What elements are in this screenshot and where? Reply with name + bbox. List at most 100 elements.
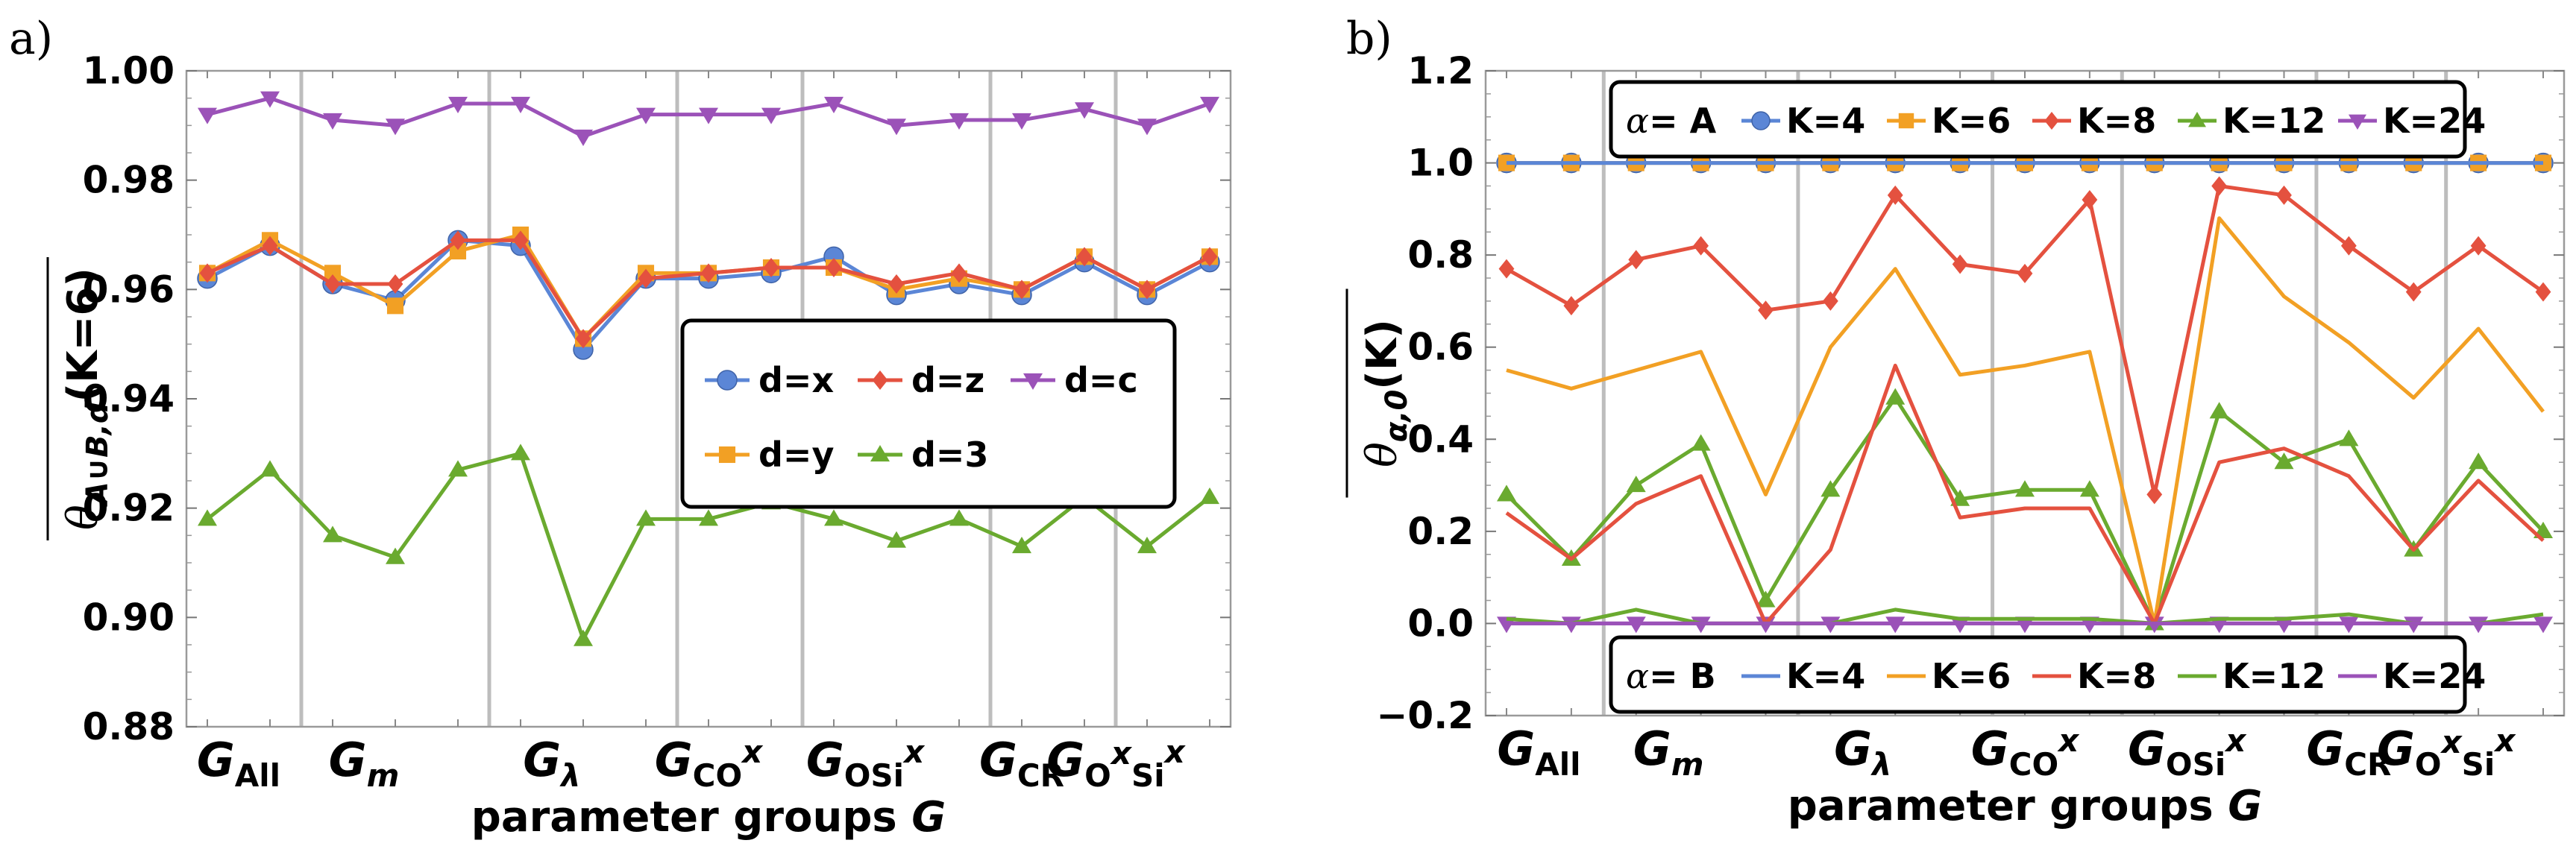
data-point — [1139, 280, 1155, 300]
y-axis-title: θα,0(K) — [1358, 319, 1414, 467]
data-point — [887, 119, 906, 136]
legend-entry-label: d=3 — [911, 435, 988, 475]
data-point — [887, 531, 906, 548]
data-point — [260, 460, 280, 477]
y-tick-label: 0.92 — [83, 487, 175, 530]
data-point — [1758, 300, 1774, 321]
legend-entry-label: d=x — [758, 360, 834, 400]
data-point — [2079, 480, 2099, 497]
data-point — [448, 96, 468, 113]
legend-entry-label: K=8 — [2077, 101, 2156, 141]
y-axis-title-theta: θ — [59, 505, 107, 530]
data-point — [448, 460, 468, 477]
x-axis-title: parameter groups G — [471, 793, 946, 842]
data-point — [2274, 452, 2294, 470]
x-group-label-sub: Si — [1131, 757, 1165, 794]
data-point — [262, 236, 278, 256]
y-tick-label: 1.00 — [83, 49, 175, 92]
x-group-label-sup: x — [2493, 722, 2516, 759]
x-group-label-sub: λ — [559, 757, 581, 794]
data-point — [951, 263, 967, 283]
data-point — [763, 258, 779, 277]
data-point — [2469, 452, 2489, 470]
data-point — [2340, 236, 2357, 256]
data-point — [260, 91, 280, 108]
x-group-label-sub: All — [1535, 746, 1580, 783]
data-point — [198, 107, 217, 124]
x-group-label-main: G — [329, 733, 367, 787]
y-tick-label: −0.2 — [1377, 694, 1474, 737]
data-point — [574, 629, 593, 646]
x-group-label-sub: m — [367, 757, 400, 794]
x-group-label-sup: x — [1110, 735, 1133, 771]
legend-entry-label: K=6 — [1932, 101, 2011, 141]
x-group-label-5: GCR — [979, 733, 1064, 794]
data-point — [2017, 263, 2033, 283]
legend-entry-label: K=4 — [1786, 656, 1865, 696]
series-line-B-K-6 — [1506, 216, 2545, 625]
data-point — [2339, 429, 2359, 446]
x-group-label-sup: x — [2224, 722, 2247, 759]
data-point — [1137, 119, 1157, 136]
x-group-label-4: GOSix — [806, 733, 926, 794]
x-group-label-6: GOxSix — [2377, 722, 2516, 783]
data-point — [888, 274, 905, 294]
data-point — [1887, 185, 1903, 205]
legend-swatch-marker — [2349, 114, 2366, 130]
data-point — [449, 242, 467, 260]
y-tick-label: 0.98 — [83, 159, 175, 202]
data-point — [1498, 259, 1515, 279]
data-point — [636, 509, 656, 526]
series-line-B-K-8 — [1505, 363, 2545, 625]
series-line-A-K-12 — [1505, 396, 2545, 625]
data-point — [1014, 280, 1030, 300]
data-point — [199, 263, 216, 283]
x-group-label-sub: λ — [1870, 746, 1892, 783]
data-point — [2276, 185, 2292, 205]
legend-swatch-marker — [1023, 373, 1043, 390]
data-point — [699, 107, 718, 124]
data-point — [386, 119, 405, 136]
x-group-label-main: G — [2128, 722, 2166, 776]
y-axis-title-rest: (K=6) — [59, 268, 107, 402]
y-tick-label: 1.0 — [1407, 142, 1474, 185]
data-point — [1012, 113, 1031, 130]
data-point — [2146, 485, 2163, 505]
data-point — [450, 230, 466, 250]
data-point — [949, 113, 969, 130]
legend-b-prefix-alpha: α — [1626, 656, 1649, 696]
y-tick-label: 0.0 — [1407, 602, 1474, 645]
y-tick-label: 0.96 — [83, 268, 175, 311]
x-group-label-main: G — [1834, 722, 1872, 776]
x-group-label-5: GCR — [2306, 722, 2391, 783]
data-point — [1497, 485, 1516, 502]
legend-swatch-marker — [2044, 112, 2059, 130]
panel-label: b) — [1346, 13, 1392, 65]
y-axis-title-rest: (K) — [1358, 319, 1407, 390]
x-group-label-0: GAll — [1497, 722, 1580, 783]
data-point — [323, 113, 342, 130]
data-point — [1691, 434, 1711, 451]
x-group-label-sub: O — [2415, 746, 2442, 783]
legend-entry-label: K=24 — [2383, 656, 2486, 696]
x-group-label-main: G — [806, 733, 844, 787]
data-point — [387, 274, 403, 294]
data-point — [574, 129, 593, 146]
x-group-label-sub: All — [235, 757, 280, 794]
data-point — [826, 258, 842, 277]
data-point — [761, 107, 781, 124]
legend-swatch-marker — [870, 445, 890, 462]
data-point — [824, 96, 844, 113]
legend-swatch-marker — [1751, 111, 1771, 130]
data-point — [824, 509, 844, 526]
data-point — [1628, 250, 1644, 270]
legend-a-frame — [680, 318, 1177, 509]
data-point — [2470, 236, 2487, 256]
data-point — [1885, 388, 1906, 405]
data-point — [198, 509, 217, 526]
x-group-label-sub: OSi — [2166, 746, 2225, 783]
x-axis-title-text: parameter groups — [471, 793, 911, 842]
data-point — [1075, 102, 1094, 119]
x-group-label-main: G — [1633, 722, 1671, 776]
legend-entry-label: K=6 — [1932, 656, 2011, 696]
